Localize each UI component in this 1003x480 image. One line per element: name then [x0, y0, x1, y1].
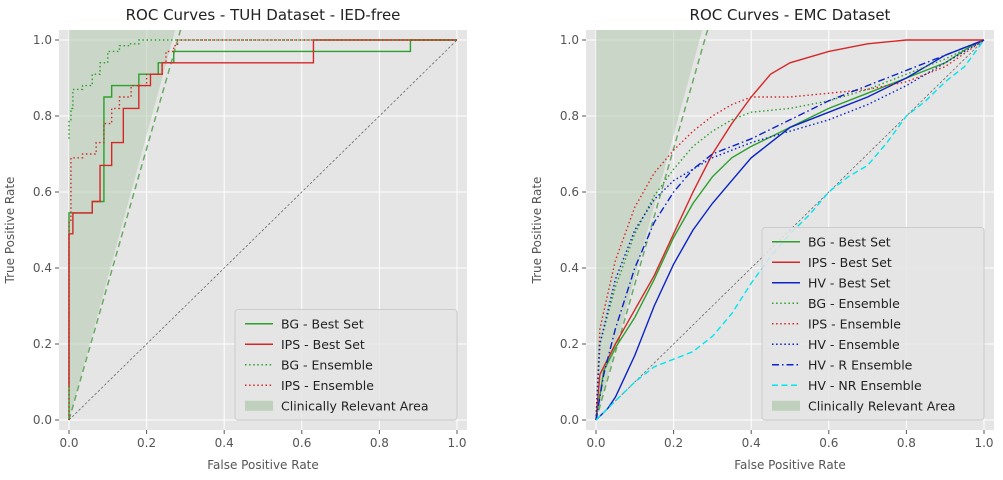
- chance-diagonal: [68, 39, 458, 421]
- tuh-roc-panel: 0.0 0.2 0.4 0.6 0.8 1.0 0.0 0.2 0.4 0.6 0.8 1.0 ROC …: [3, 6, 467, 472]
- y-tick-label: 0.2: [33, 337, 52, 351]
- y-tick-label: 0.6: [33, 185, 52, 199]
- x-tick-label: 0.2: [664, 436, 683, 450]
- x-axis-label: False Positive Rate: [734, 458, 846, 472]
- series-hv-best-set: [595, 39, 985, 421]
- legend-label: BG - Best Set: [281, 316, 364, 331]
- x-tick-label: 0.6: [292, 436, 311, 450]
- series-bg-ensemble: [595, 39, 985, 421]
- x-tick-label: 0.8: [370, 436, 389, 450]
- grid: [59, 30, 467, 430]
- y-tick-label: 0.8: [560, 109, 579, 123]
- legend-label: Clinically Relevant Area: [808, 398, 956, 413]
- x-tick-label: 0.0: [586, 436, 605, 450]
- y-tick-label: 0.0: [560, 413, 579, 427]
- legend-label: IPS - Ensemble: [808, 316, 901, 331]
- y-tick-label: 0.2: [560, 337, 579, 351]
- series-ips-ensemble: [595, 39, 985, 421]
- x-tick-label: 0.2: [137, 436, 156, 450]
- legend-label: HV - Ensemble: [808, 337, 900, 352]
- legend: BG - Best Set IPS - Best Set HV - Best Set…: [761, 227, 985, 421]
- clinical-boundary-line: [595, 30, 709, 421]
- x-tick-label: 0.4: [742, 436, 761, 450]
- series-ips-best-set: [595, 39, 984, 421]
- legend-label: BG - Ensemble: [281, 357, 373, 372]
- legend-label: IPS - Ensemble: [281, 378, 374, 393]
- x-tick-label: 0.0: [59, 436, 78, 450]
- clinically-relevant-area: [596, 30, 703, 420]
- y-tick-label: 0.8: [33, 109, 52, 123]
- legend-label: BG - Ensemble: [808, 296, 900, 311]
- y-tick-label: 0.4: [33, 261, 52, 275]
- series-bg-ensemble: [68, 39, 457, 139]
- x-tick-label: 1.0: [974, 436, 993, 450]
- legend-box: [234, 309, 458, 421]
- series-hv-ensemble: [595, 39, 985, 421]
- legend: BG - Best Set IPS - Best Set BG - Ensemble…: [234, 309, 458, 421]
- emc-roc-panel: 0.0 0.2 0.4 0.6 0.8 1.0 0.0 0.2 0.4 0.6 0.8 1.0 ROC …: [530, 6, 994, 472]
- plot-area: [595, 30, 985, 421]
- x-tick-label: 0.4: [215, 436, 234, 450]
- x-axis-label: False Positive Rate: [207, 458, 319, 472]
- legend-label: IPS - Best Set: [281, 337, 365, 352]
- series-ips-ensemble: [68, 39, 457, 420]
- series-ips-best-set: [68, 39, 457, 386]
- chart-title: ROC Curves - TUH Dataset - IED-free: [126, 6, 401, 24]
- legend-label: HV - R Ensemble: [808, 357, 913, 372]
- y-tick-label: 1.0: [33, 33, 52, 47]
- x-tick-label: 0.8: [897, 436, 916, 450]
- y-axis-label: True Positive Rate: [3, 177, 17, 285]
- clinically-relevant-area: [69, 30, 176, 420]
- legend-area-swatch: [245, 400, 273, 411]
- legend-box: [761, 227, 985, 421]
- legend-label: HV - Best Set: [808, 275, 891, 290]
- y-axis-label: True Positive Rate: [530, 177, 544, 285]
- plot-area: [68, 30, 458, 421]
- x-tick-label: 0.6: [819, 436, 838, 450]
- y-tick-label: 0.4: [560, 261, 579, 275]
- clinical-boundary-line: [68, 30, 182, 421]
- series-hv-r-ensemble: [595, 39, 985, 421]
- chart-title: ROC Curves - EMC Dataset: [690, 6, 891, 24]
- series-hv-nr-ensemble: [595, 39, 985, 421]
- legend-label: BG - Best Set: [808, 234, 891, 249]
- y-tick-label: 1.0: [560, 33, 579, 47]
- legend-label: Clinically Relevant Area: [281, 398, 429, 413]
- y-tick-label: 0.6: [560, 185, 579, 199]
- legend-label: HV - NR Ensemble: [808, 378, 922, 393]
- y-tick-label: 0.0: [33, 413, 52, 427]
- x-tick-label: 1.0: [447, 436, 466, 450]
- legend-area-swatch: [772, 400, 800, 411]
- legend-label: IPS - Best Set: [808, 255, 892, 270]
- series-bg-best-set: [595, 39, 985, 421]
